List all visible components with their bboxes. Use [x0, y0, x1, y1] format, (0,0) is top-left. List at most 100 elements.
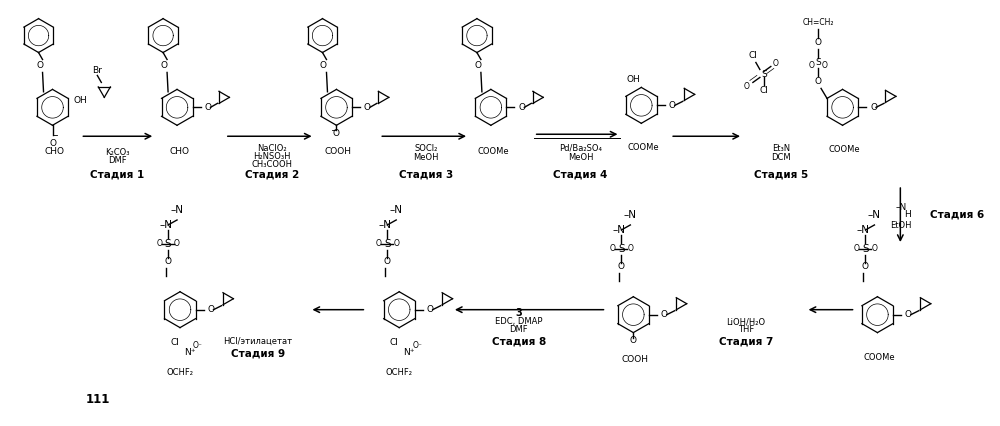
Text: O: O	[320, 61, 327, 70]
Text: HCl/этилацетат: HCl/этилацетат	[223, 337, 292, 346]
Text: O: O	[161, 61, 168, 70]
Text: Стадия 2: Стадия 2	[245, 169, 299, 179]
Text: O: O	[871, 245, 877, 253]
Text: O: O	[618, 262, 625, 271]
Text: O: O	[744, 82, 750, 91]
Text: EtOH: EtOH	[891, 222, 912, 230]
Text: 111: 111	[86, 393, 111, 406]
Text: –N: –N	[613, 225, 626, 235]
Text: –N: –N	[379, 220, 392, 230]
Text: S: S	[761, 70, 767, 79]
Text: Стадия 1: Стадия 1	[90, 169, 144, 179]
Text: O: O	[208, 305, 215, 314]
Text: O: O	[375, 239, 381, 248]
Text: –N: –N	[896, 202, 907, 212]
Text: DCM: DCM	[771, 153, 791, 162]
Text: O: O	[609, 245, 615, 253]
Text: O: O	[822, 61, 828, 70]
Text: Cl: Cl	[748, 51, 757, 60]
Text: DMF: DMF	[509, 325, 528, 334]
Text: O: O	[669, 101, 676, 110]
Text: Cl: Cl	[171, 338, 179, 347]
Text: S: S	[815, 58, 821, 67]
Text: SOCl₂: SOCl₂	[414, 144, 438, 153]
Text: O: O	[333, 129, 340, 138]
Text: O: O	[364, 103, 371, 112]
Text: MeOH: MeOH	[413, 153, 439, 162]
Text: O: O	[36, 61, 43, 70]
Text: DMF: DMF	[108, 155, 127, 165]
Text: CHO: CHO	[169, 147, 189, 156]
Text: Et₃N: Et₃N	[772, 144, 790, 153]
Text: O: O	[205, 103, 212, 112]
Text: MeOH: MeOH	[568, 153, 593, 162]
Text: O: O	[518, 103, 525, 112]
Text: Стадия 6: Стадия 6	[930, 210, 984, 220]
Text: O: O	[815, 77, 822, 86]
Text: –N: –N	[171, 205, 184, 215]
Text: S: S	[165, 239, 171, 249]
Text: 3: 3	[515, 308, 522, 318]
Text: COOMe: COOMe	[627, 143, 659, 152]
Text: O: O	[474, 61, 481, 70]
Text: O: O	[49, 139, 56, 148]
Text: CHO: CHO	[44, 147, 64, 156]
Text: –N: –N	[857, 225, 870, 235]
Text: Стадия 5: Стадия 5	[754, 169, 808, 179]
Text: COOH: COOH	[622, 354, 649, 363]
Text: S: S	[618, 244, 625, 254]
Text: H₂NSO₃H: H₂NSO₃H	[253, 152, 290, 161]
Text: Стадия 3: Стадия 3	[399, 169, 453, 179]
Text: O: O	[393, 239, 399, 248]
Text: COOH: COOH	[325, 147, 352, 156]
Text: OCHF₂: OCHF₂	[386, 368, 413, 377]
Text: O: O	[156, 239, 162, 248]
Text: O: O	[808, 61, 814, 70]
Text: O: O	[905, 310, 912, 319]
Text: O: O	[854, 245, 859, 253]
Text: O: O	[870, 103, 877, 112]
Text: CH₃COOH: CH₃COOH	[251, 160, 292, 169]
Text: OH: OH	[73, 96, 87, 105]
Text: O⁻: O⁻	[412, 341, 422, 350]
Text: Стадия 9: Стадия 9	[231, 348, 285, 359]
Text: Стадия 4: Стадия 4	[553, 169, 608, 179]
Text: O: O	[815, 38, 822, 47]
Text: Cl: Cl	[390, 338, 399, 347]
Text: Cl: Cl	[759, 86, 768, 95]
Text: OCHF₂: OCHF₂	[167, 368, 194, 377]
Text: COOMe: COOMe	[864, 353, 895, 362]
Text: S: S	[862, 244, 869, 254]
Text: Br: Br	[92, 66, 102, 75]
Text: O: O	[627, 245, 633, 253]
Text: K₂CO₃: K₂CO₃	[105, 148, 130, 157]
Text: LiOH/H₂O: LiOH/H₂O	[726, 317, 765, 326]
Text: COOMe: COOMe	[477, 147, 509, 156]
Text: Стадия 7: Стадия 7	[719, 337, 773, 347]
Text: O⁻: O⁻	[193, 341, 203, 350]
Text: OH: OH	[626, 75, 640, 84]
Text: THF: THF	[738, 325, 754, 334]
Text: H: H	[904, 210, 911, 219]
Text: NaClO₂: NaClO₂	[257, 144, 286, 153]
Text: O: O	[427, 305, 434, 314]
Text: –N: –N	[160, 220, 173, 230]
Text: O: O	[174, 239, 180, 248]
Text: O: O	[630, 336, 637, 345]
Text: EDC, DMAP: EDC, DMAP	[495, 317, 543, 326]
Text: COOMe: COOMe	[829, 145, 860, 154]
Text: O: O	[384, 257, 391, 266]
Text: –N: –N	[390, 205, 403, 215]
Text: S: S	[384, 239, 391, 249]
Text: Pd/Ba₂SO₄: Pd/Ba₂SO₄	[559, 144, 602, 153]
Text: CH=CH₂: CH=CH₂	[802, 18, 834, 27]
Text: O: O	[661, 310, 668, 319]
Text: N⁺: N⁺	[184, 348, 196, 357]
Text: O: O	[165, 257, 172, 266]
Text: Стадия 8: Стадия 8	[492, 337, 546, 347]
Text: –N: –N	[868, 210, 881, 220]
Text: O: O	[773, 59, 779, 68]
Text: N⁺: N⁺	[403, 348, 415, 357]
Text: –N: –N	[624, 210, 637, 220]
Text: O: O	[862, 262, 869, 271]
